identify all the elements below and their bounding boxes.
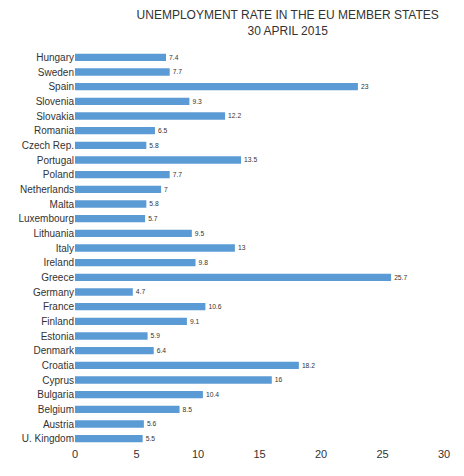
svg-text:Slovenia: Slovenia — [36, 96, 75, 107]
svg-text:18.2: 18.2 — [302, 362, 315, 369]
svg-text:Spain: Spain — [48, 81, 74, 92]
svg-text:9.1: 9.1 — [190, 318, 200, 325]
svg-text:Austria: Austria — [43, 419, 75, 430]
svg-text:6.5: 6.5 — [158, 127, 168, 134]
svg-text:16: 16 — [275, 376, 283, 383]
svg-text:Belgium: Belgium — [38, 404, 74, 415]
svg-text:UNEMPLOYMENT RATE IN THE EU ME: UNEMPLOYMENT RATE IN THE EU MEMBER STATE… — [137, 8, 439, 38]
svg-text:Netherlands: Netherlands — [20, 184, 74, 195]
svg-text:9.8: 9.8 — [199, 259, 209, 266]
svg-text:20: 20 — [315, 448, 327, 460]
svg-text:Romania: Romania — [34, 125, 74, 136]
svg-text:Cyprus: Cyprus — [42, 375, 74, 386]
svg-text:25.7: 25.7 — [394, 274, 407, 281]
svg-text:5.9: 5.9 — [151, 332, 161, 339]
svg-text:0: 0 — [72, 448, 78, 460]
svg-text:15: 15 — [253, 448, 265, 460]
svg-text:12.2: 12.2 — [228, 112, 241, 119]
svg-text:10.4: 10.4 — [206, 391, 219, 398]
svg-text:Croatia: Croatia — [42, 360, 75, 371]
svg-text:7: 7 — [164, 186, 168, 193]
svg-text:Hungary: Hungary — [36, 52, 74, 63]
svg-text:30: 30 — [438, 448, 450, 460]
svg-text:Greece: Greece — [41, 272, 74, 283]
svg-text:7.7: 7.7 — [173, 68, 183, 75]
svg-text:25: 25 — [376, 448, 388, 460]
svg-text:Luxembourg: Luxembourg — [18, 213, 74, 224]
svg-text:Portugal: Portugal — [37, 155, 74, 166]
svg-text:7.7: 7.7 — [173, 171, 183, 178]
svg-text:Finland: Finland — [41, 316, 74, 327]
svg-text:Malta: Malta — [50, 199, 75, 210]
svg-text:13: 13 — [238, 244, 246, 251]
svg-text:10: 10 — [192, 448, 204, 460]
svg-text:Germany: Germany — [33, 287, 74, 298]
svg-text:5.6: 5.6 — [147, 420, 157, 427]
svg-text:9.5: 9.5 — [195, 230, 205, 237]
svg-text:Denmark: Denmark — [33, 345, 75, 356]
svg-text:13.5: 13.5 — [244, 156, 257, 163]
svg-text:Sweden: Sweden — [38, 67, 74, 78]
svg-text:23: 23 — [361, 83, 369, 90]
svg-text:Poland: Poland — [43, 169, 74, 180]
svg-text:10.6: 10.6 — [208, 303, 221, 310]
svg-text:Ireland: Ireland — [43, 257, 74, 268]
svg-text:U. Kingdom: U. Kingdom — [22, 433, 74, 444]
svg-text:4.7: 4.7 — [136, 288, 146, 295]
svg-text:Bulgaria: Bulgaria — [37, 389, 74, 400]
svg-text:Estonia: Estonia — [41, 331, 75, 342]
svg-text:5.7: 5.7 — [148, 215, 158, 222]
svg-text:8.5: 8.5 — [183, 406, 193, 413]
svg-text:5: 5 — [133, 448, 139, 460]
svg-text:Slovakia: Slovakia — [36, 111, 74, 122]
svg-text:9.3: 9.3 — [192, 98, 202, 105]
svg-text:5.5: 5.5 — [146, 435, 156, 442]
svg-text:France: France — [43, 301, 75, 312]
svg-text:5.8: 5.8 — [149, 142, 159, 149]
svg-text:Czech Rep.: Czech Rep. — [22, 140, 74, 151]
svg-text:Italy: Italy — [56, 243, 74, 254]
svg-text:7.4: 7.4 — [169, 54, 179, 61]
svg-text:Lithuania: Lithuania — [33, 228, 74, 239]
svg-text:6.4: 6.4 — [157, 347, 167, 354]
svg-text:5.8: 5.8 — [149, 200, 159, 207]
